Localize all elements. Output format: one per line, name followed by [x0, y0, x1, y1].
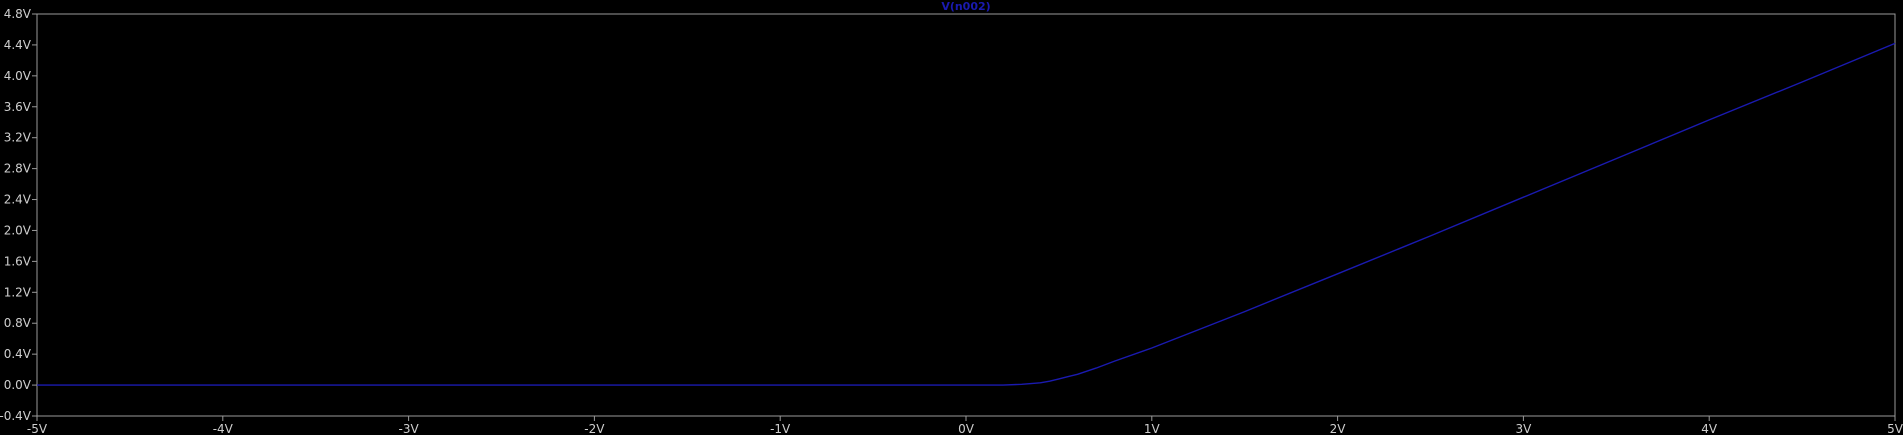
x-tick-label: -4V	[213, 422, 234, 435]
x-tick-label: -1V	[770, 422, 791, 435]
y-tick-label: 3.6V	[4, 100, 32, 114]
x-tick-label: 5V	[1887, 422, 1903, 435]
y-tick-label: 4.4V	[4, 38, 32, 52]
y-tick-label: 0.4V	[4, 347, 32, 361]
y-tick-label: 1.2V	[4, 285, 32, 299]
y-tick-label: 1.6V	[4, 254, 32, 268]
x-tick-label: 4V	[1701, 422, 1718, 435]
y-tick-label: 0.0V	[4, 378, 32, 392]
trace-title[interactable]: V(n002)	[941, 0, 990, 13]
y-tick-label: -0.4V	[0, 409, 32, 423]
x-tick-label: 2V	[1330, 422, 1347, 435]
x-tick-label: 1V	[1144, 422, 1161, 435]
x-tick-label: -2V	[584, 422, 605, 435]
x-axis: -5V -4V -3V -2V -1V 0V 1V 2V 3V 4V 5V	[27, 416, 1903, 435]
x-tick-label: -3V	[399, 422, 420, 435]
y-tick-label: 4.8V	[4, 7, 32, 21]
y-tick-label: 2.0V	[4, 223, 32, 237]
x-tick-label: 0V	[958, 422, 975, 435]
y-tick-label: 3.2V	[4, 131, 32, 145]
y-tick-label: 2.8V	[4, 162, 32, 176]
x-tick-label: 3V	[1515, 422, 1532, 435]
series-group	[37, 42, 1896, 386]
y-tick-label: 4.0V	[4, 69, 32, 83]
plot-frame[interactable]	[36, 13, 1896, 417]
series-line-v-n002[interactable]	[37, 42, 1896, 386]
x-tick-label: -5V	[27, 422, 48, 435]
y-axis: -0.4V 0.0V 0.4V 0.8V 1.2V 1.6V 2.0V 2.4V 2.8V 3.2…	[0, 7, 37, 423]
y-tick-label: 0.8V	[4, 316, 32, 330]
y-tick-label: 2.4V	[4, 193, 32, 207]
